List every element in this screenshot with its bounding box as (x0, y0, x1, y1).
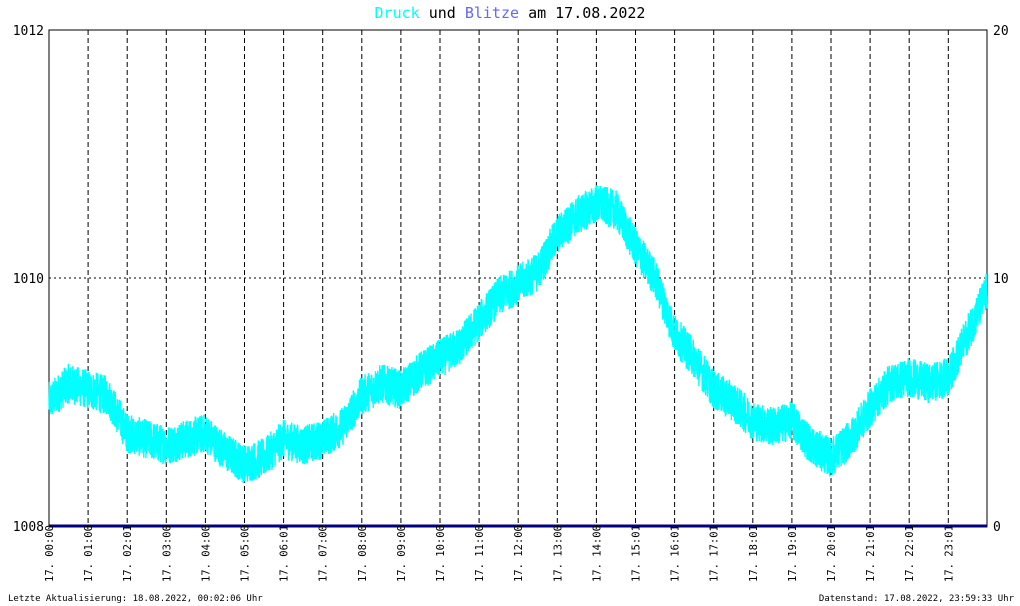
x-tick-label: 17. 09:00 (396, 525, 408, 582)
axis-labels: 1012 1010 1008 20 10 0 17. 00:00 17. 01:00 17. 0… (13, 24, 1009, 582)
x-tick-label: 17. 06:01 (279, 525, 291, 582)
footer-left: Letzte Aktualisierung: 18.08.2022, 00:02… (8, 594, 263, 604)
title-blitze: Blitze (465, 4, 519, 22)
x-tick-label: 17. 07:00 (318, 525, 330, 582)
y-right-tick-label: 0 (993, 520, 1001, 535)
y-left-tick-label: 1010 (13, 272, 44, 287)
x-tick-label: 17. 08:00 (357, 525, 369, 582)
x-tick-label: 17. 17:01 (709, 525, 721, 582)
x-tick-label: 17. 22:01 (904, 525, 916, 582)
x-tick-label: 17. 21:01 (865, 525, 877, 582)
x-tick-label: 17. 13:00 (552, 525, 564, 582)
x-tick-label: 17. 18:01 (748, 525, 760, 582)
footer-right: Datenstand: 17.08.2022, 23:59:33 Uhr (819, 594, 1015, 604)
x-tick-label: 17. 19:01 (787, 525, 799, 582)
druck-series-line (48, 185, 988, 484)
y-left-tick-label: 1008 (13, 520, 44, 535)
y-right-tick-label: 20 (993, 24, 1009, 39)
x-tick-label: 17. 16:01 (670, 525, 682, 582)
x-tick-label: 17. 20:01 (826, 525, 838, 582)
x-tick-label: 17. 15:01 (631, 525, 643, 582)
grid-lines (49, 30, 987, 526)
title-druck: Druck (375, 4, 420, 22)
y-left-tick-label: 1012 (13, 24, 44, 39)
series-layer (48, 185, 988, 528)
x-tick-label: 17. 04:00 (200, 525, 212, 582)
x-tick-label: 17. 00:00 (44, 525, 56, 582)
x-tick-label: 17. 12:00 (513, 525, 525, 582)
x-tick-label: 17. 01:00 (83, 525, 95, 582)
title-date: am 17.08.2022 (528, 4, 645, 22)
x-tick-label: 17. 10:00 (435, 525, 447, 582)
y-right-tick-label: 10 (993, 272, 1009, 287)
x-tick-label: 17. 11:00 (474, 525, 486, 582)
x-tick-label: 17. 14:00 (591, 525, 603, 582)
x-tick-label: 17. 23:01 (943, 525, 955, 582)
chart-title: Druck und Blitze am 17.08.2022 (375, 4, 646, 22)
title-und: und (429, 4, 456, 22)
x-tick-label: 17. 03:00 (161, 525, 173, 582)
x-tick-label: 17. 02:01 (122, 525, 134, 582)
x-tick-label: 17. 05:00 (240, 525, 252, 582)
